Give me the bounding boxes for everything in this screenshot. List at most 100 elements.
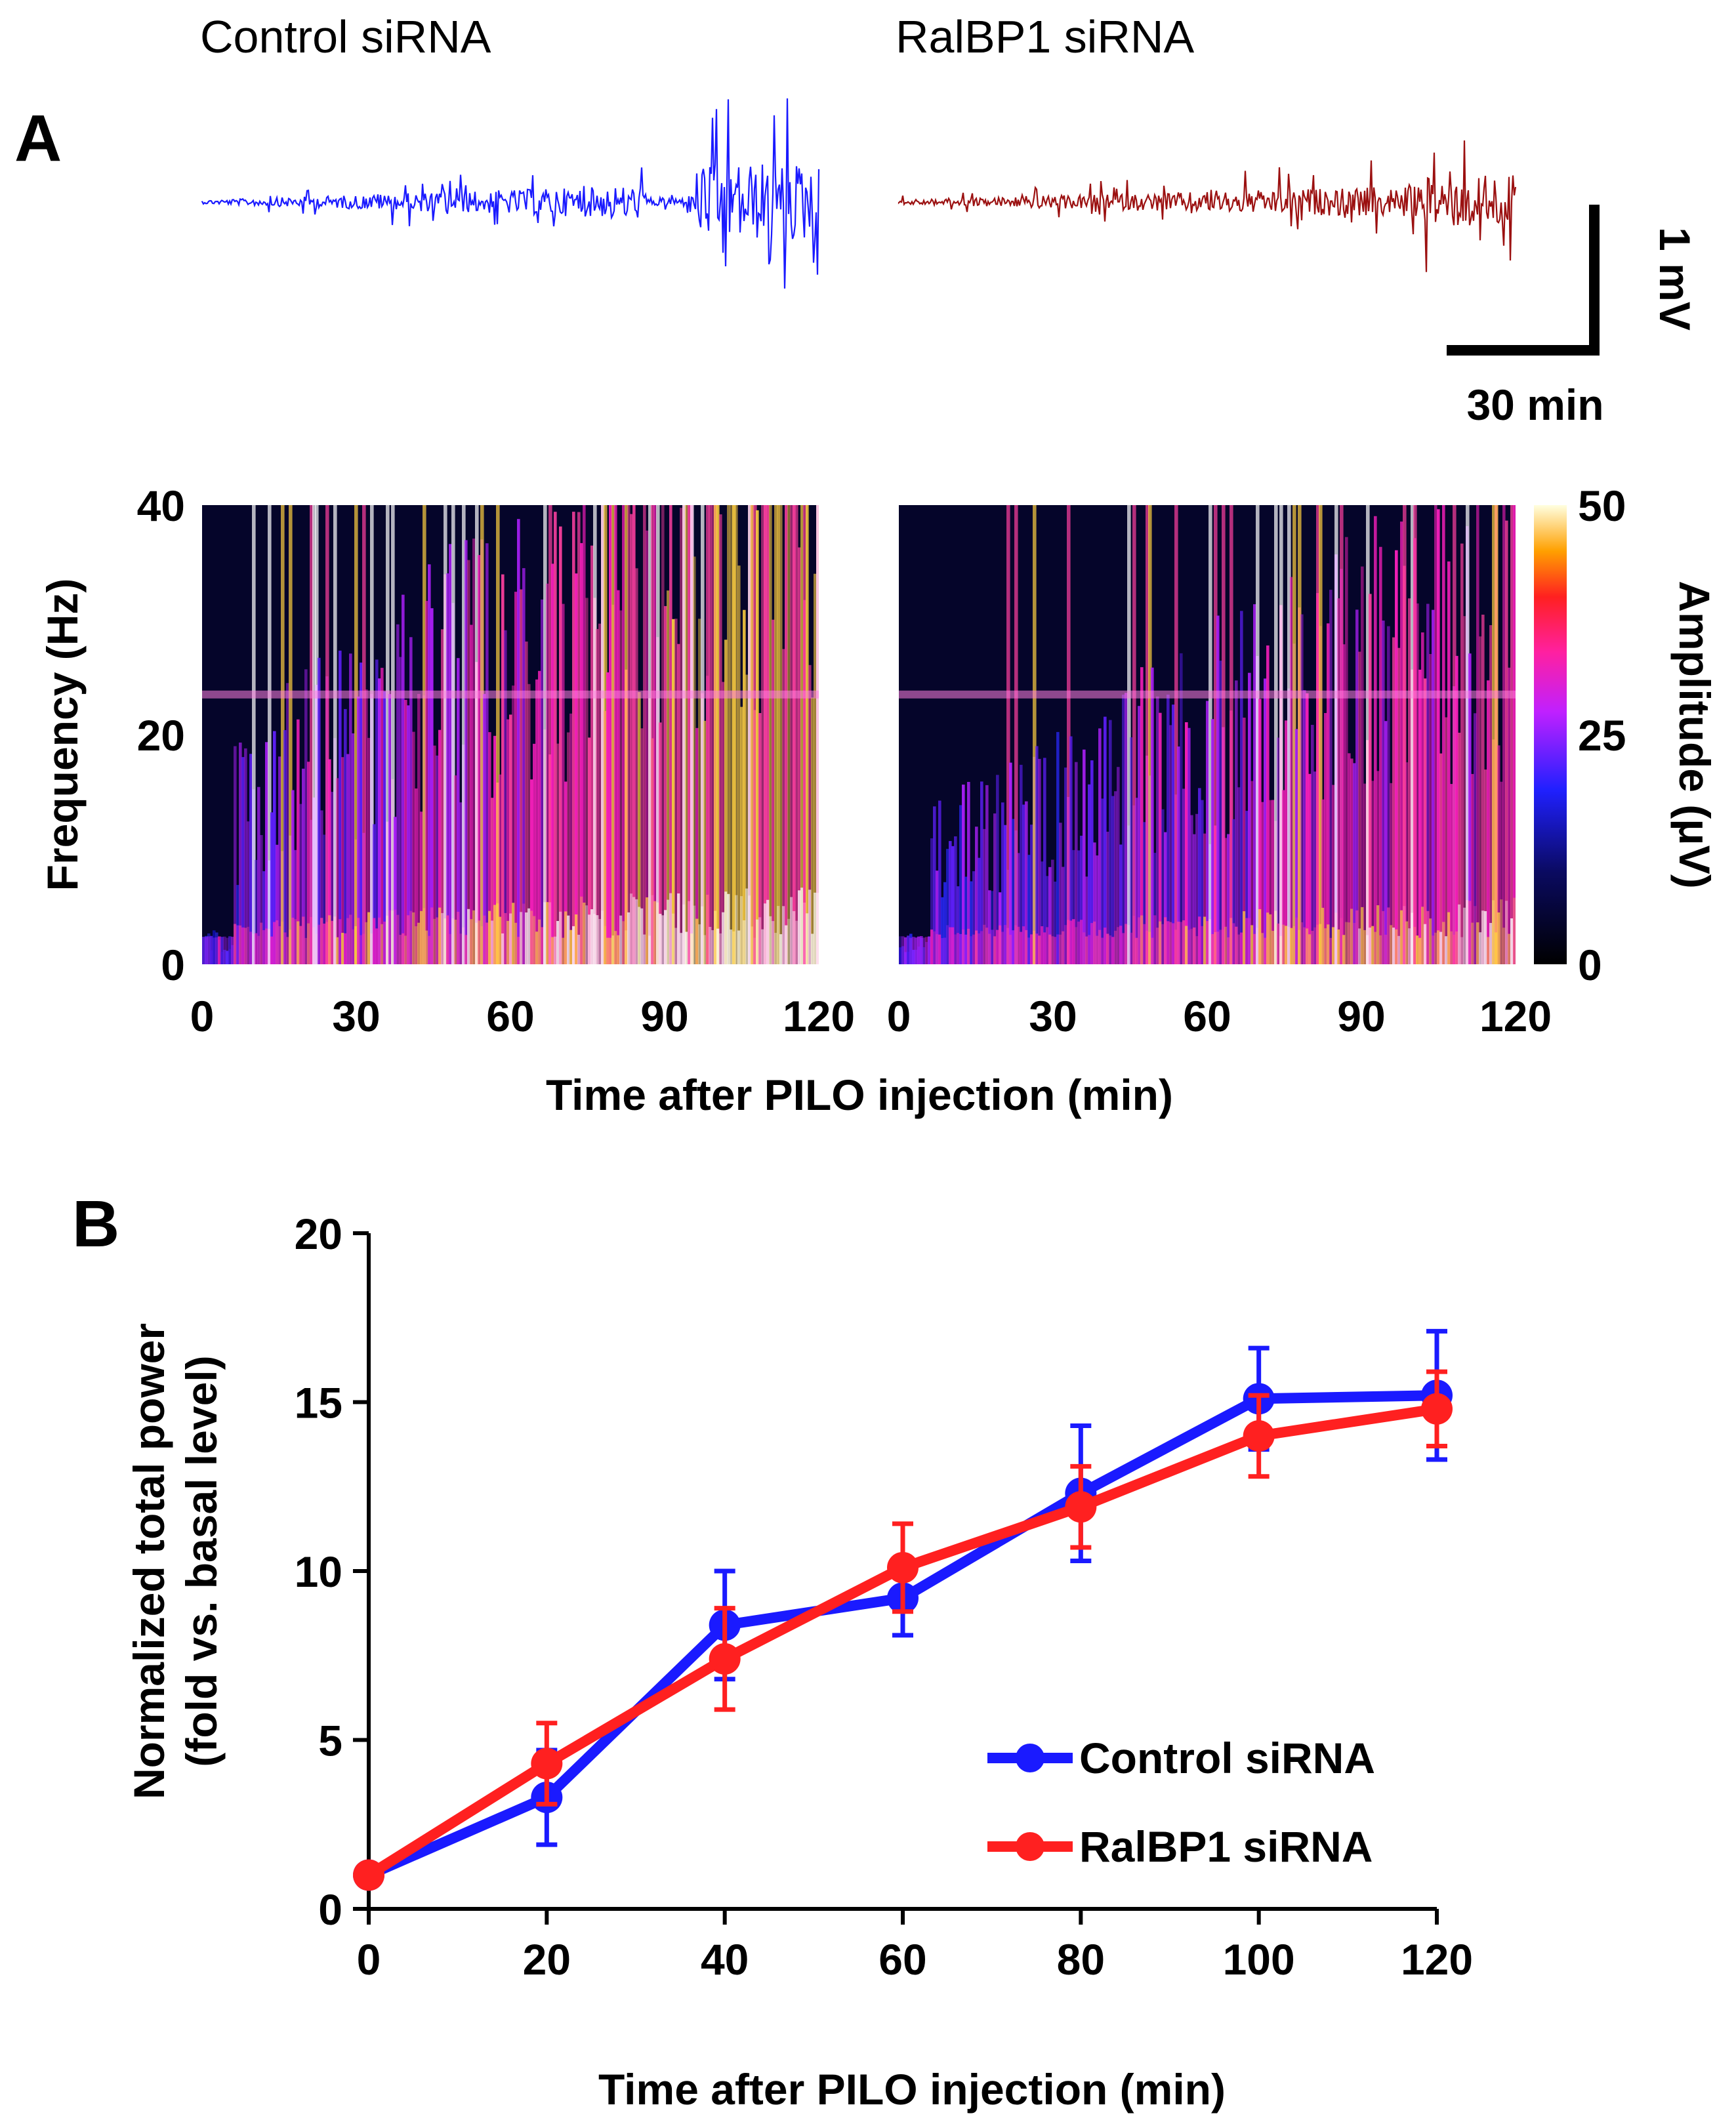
spectrogram-cell: [1458, 733, 1461, 964]
x-tick-label: 40: [701, 1935, 749, 1984]
spectrogram-cell: [504, 912, 507, 964]
spectrogram-cell: [1303, 927, 1306, 964]
spectrogram-cell: [1188, 930, 1191, 964]
spectrogram-cell: [488, 732, 491, 964]
spectrogram-cell: [640, 728, 644, 964]
spectrogram-cell: [1172, 923, 1175, 964]
spectrogram-cell: [959, 805, 962, 964]
ralbp1-data-point: [1065, 1491, 1097, 1523]
spectrogram-cell: [1487, 937, 1490, 964]
spectrogram-cell: [1471, 922, 1474, 964]
spectrogram-cell: [790, 505, 793, 964]
spectrogram-cell: [716, 928, 720, 964]
spectrogram-cell: [391, 505, 395, 964]
spectrogram-cell: [318, 657, 321, 964]
spectrogram-cell: [315, 505, 319, 964]
spectrogram-cell: [556, 921, 560, 964]
spectrogram-cell: [1311, 931, 1314, 964]
spectrogram-cell: [512, 685, 515, 964]
spectrogram-cell: [465, 540, 468, 964]
spectrogram-cell: [323, 834, 326, 964]
spectrogram-cell: [394, 817, 397, 964]
spectrogram-cell: [1468, 653, 1472, 964]
spectrogram-cell: [1421, 907, 1424, 964]
spectrogram-cell: [959, 933, 962, 964]
spectrogram-cell: [294, 919, 297, 964]
spectrogram-cell: [381, 924, 384, 964]
spectrogram-cell: [1353, 763, 1356, 964]
spectrogram-cell: [569, 713, 573, 964]
x-tick-label: 80: [1057, 1935, 1105, 1984]
spectrogram-cell: [1043, 932, 1046, 964]
spectrogram-cell: [1450, 784, 1453, 964]
spectrogram-cell: [711, 930, 714, 964]
spectrogram-cell: [567, 915, 570, 964]
spectrogram-cell: [1271, 800, 1275, 964]
spectrogram-cell: [444, 505, 447, 964]
spectrogram-cell: [1303, 690, 1306, 964]
spectrogram-cell: [551, 937, 554, 964]
spectrogram-cell: [375, 659, 379, 964]
spectrogram-cell: [365, 689, 368, 964]
spectrogram-cell: [554, 512, 557, 964]
spectrogram-cell: [1224, 838, 1228, 964]
spectrogram-cell: [1048, 934, 1052, 964]
spectrogram-cell: [672, 619, 675, 964]
spectrogram-cell: [774, 933, 777, 964]
spectrogram-cell: [1321, 799, 1325, 964]
spectrogram-cell: [800, 505, 804, 964]
spectrogram-cell: [703, 720, 707, 964]
spectrogram-cell: [653, 901, 657, 964]
spectrogram-cell: [936, 870, 939, 964]
spectrogram-cell: [1106, 831, 1109, 964]
spectrogram-cell: [346, 918, 350, 964]
spectrogram-cell: [247, 821, 250, 964]
spectrogram-cell: [1127, 505, 1131, 964]
spectrogram-cell: [1285, 926, 1288, 964]
spectrogram-cell: [761, 929, 764, 964]
spectrogram-cell: [638, 692, 641, 964]
spectrogram-cell: [1371, 926, 1374, 964]
spectrogram-cell: [677, 644, 680, 964]
spectrogram-cell: [241, 927, 245, 964]
spectrogram-cell: [1182, 788, 1186, 964]
spectrogram-cell: [304, 669, 308, 964]
spectrogram-cell: [249, 754, 253, 964]
spectrogram-cell: [1405, 762, 1409, 964]
spectrogram-cell: [991, 891, 994, 964]
spectrogram-cell: [1014, 505, 1018, 964]
spectrogram-cell: [811, 933, 814, 964]
spectrogram-cell: [1282, 924, 1285, 964]
y-tick-label: 15: [295, 1379, 342, 1427]
spectrogram-cell: [1508, 667, 1511, 964]
spectrogram-cell: [1041, 926, 1044, 964]
spectrogram-cell: [1125, 693, 1128, 964]
spectrogram-cell: [925, 937, 928, 964]
spectrogram-cell: [541, 927, 544, 964]
spectrogram-cell: [925, 942, 928, 964]
spectrogram-cell: [454, 775, 457, 964]
spectrogram-cell: [525, 642, 528, 964]
legend-ralbp1-marker: [1016, 1832, 1044, 1861]
spectrogram-cell: [509, 913, 512, 964]
spectrogram-cell: [438, 907, 442, 964]
spectrogram-cell: [740, 896, 743, 964]
spectrogram-cell: [954, 836, 957, 964]
spectrogram-cell: [677, 893, 680, 964]
spectrogram-cell: [407, 915, 410, 964]
spectrogram-cell: [922, 937, 926, 964]
spectrogram-cell: [278, 926, 281, 964]
spectrogram-cell: [349, 653, 352, 964]
spectrogram-cell: [1429, 654, 1432, 964]
spectrogram-cell: [1193, 834, 1196, 964]
spectrogram-cell: [753, 505, 757, 964]
spectrogram-cell: [299, 926, 302, 964]
spectrogram-cell: [793, 911, 796, 964]
spectrogram-cell: [1012, 819, 1015, 964]
spectrogram-cell: [596, 628, 599, 964]
spectrogram-cell: [1369, 594, 1372, 964]
spectrogram-cell: [1106, 933, 1109, 964]
spectrogram-cell: [580, 542, 583, 964]
spectrogram-cell: [772, 921, 775, 964]
spectrogram-cell: [795, 505, 798, 964]
